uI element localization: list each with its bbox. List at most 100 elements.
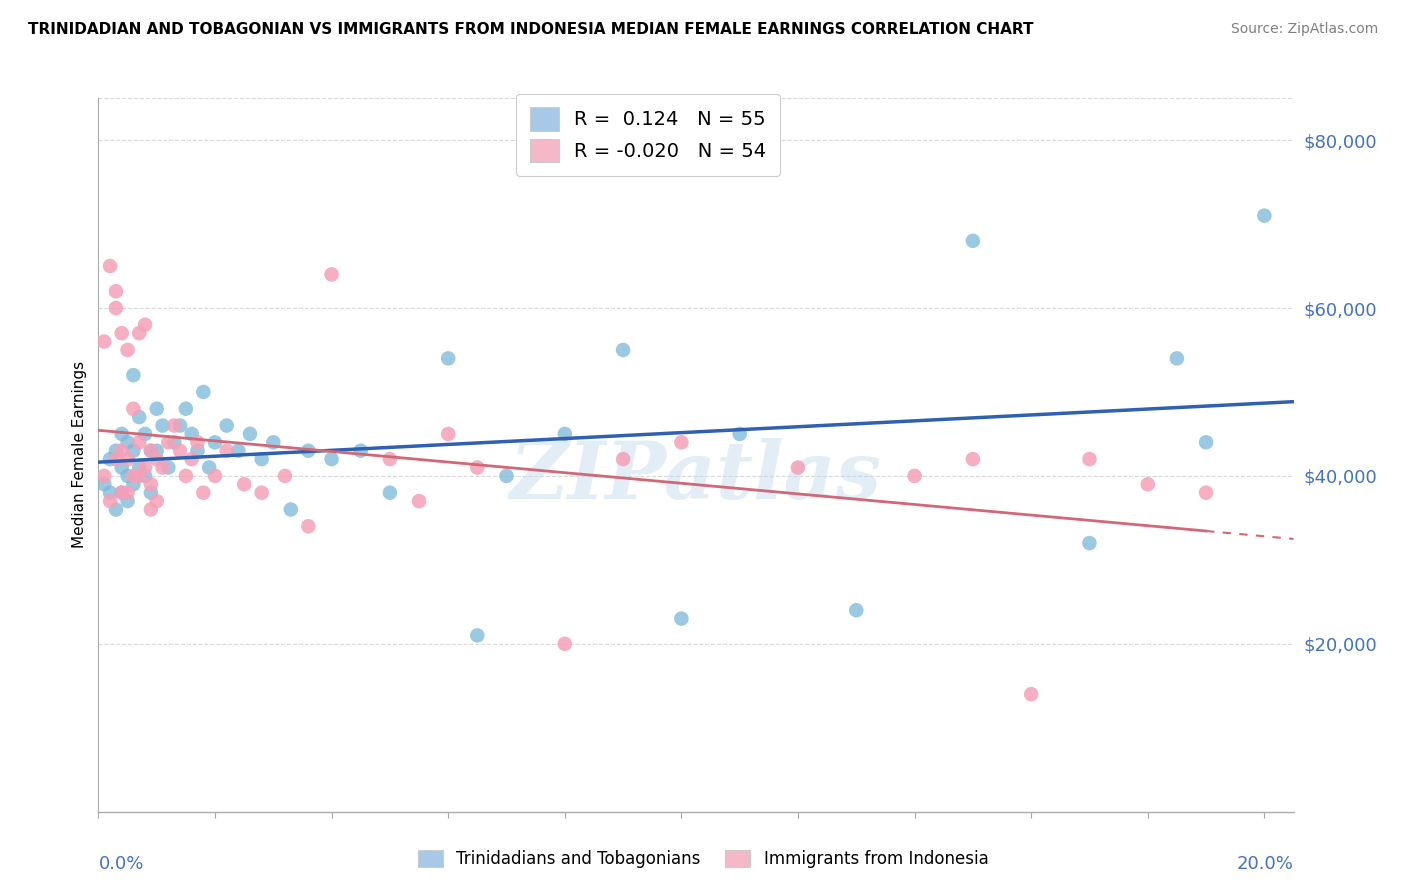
Point <box>128 326 150 341</box>
Point <box>671 612 693 626</box>
Point <box>1019 687 1042 701</box>
Point <box>145 443 167 458</box>
Y-axis label: Median Female Earnings: Median Female Earnings <box>72 361 87 549</box>
Point <box>163 435 186 450</box>
Point <box>122 443 145 458</box>
Text: 0.0%: 0.0% <box>98 855 143 872</box>
Point <box>378 485 401 500</box>
Point <box>122 469 145 483</box>
Point <box>122 477 145 491</box>
Point <box>198 460 221 475</box>
Point <box>262 435 284 450</box>
Point <box>104 443 127 458</box>
Point <box>612 452 634 467</box>
Point <box>157 435 180 450</box>
Point <box>297 519 319 533</box>
Point <box>193 384 215 399</box>
Point <box>145 401 167 416</box>
Point <box>495 469 517 483</box>
Point <box>728 426 751 441</box>
Point <box>139 502 162 516</box>
Point <box>104 301 127 315</box>
Point <box>117 485 139 500</box>
Point <box>467 628 489 642</box>
Point <box>186 443 208 458</box>
Point <box>128 435 150 450</box>
Point <box>280 502 302 516</box>
Point <box>1166 351 1188 366</box>
Legend: Trinidadians and Tobagonians, Immigrants from Indonesia: Trinidadians and Tobagonians, Immigrants… <box>411 843 995 875</box>
Point <box>134 318 156 332</box>
Point <box>612 343 634 357</box>
Point <box>128 460 150 475</box>
Point <box>104 284 127 298</box>
Point <box>250 452 273 467</box>
Point <box>163 418 186 433</box>
Point <box>1195 435 1218 450</box>
Point <box>128 410 150 425</box>
Point <box>321 268 343 282</box>
Point <box>297 443 319 458</box>
Point <box>437 426 460 441</box>
Point <box>193 485 215 500</box>
Point <box>903 469 925 483</box>
Point <box>93 469 115 483</box>
Point <box>1136 477 1159 491</box>
Point <box>180 452 202 467</box>
Point <box>98 485 121 500</box>
Point <box>139 443 162 458</box>
Legend: R =  0.124   N = 55, R = -0.020   N = 54: R = 0.124 N = 55, R = -0.020 N = 54 <box>516 94 780 176</box>
Text: ZIPatlas: ZIPatlas <box>510 438 882 515</box>
Point <box>104 452 127 467</box>
Point <box>145 494 167 508</box>
Point <box>169 443 191 458</box>
Point <box>104 502 127 516</box>
Point <box>1253 209 1275 223</box>
Point <box>157 460 180 475</box>
Point <box>122 401 145 416</box>
Point <box>111 460 134 475</box>
Point <box>111 426 134 441</box>
Point <box>437 351 460 366</box>
Point <box>174 401 197 416</box>
Point <box>787 460 810 475</box>
Point <box>233 477 256 491</box>
Point <box>117 469 139 483</box>
Point <box>467 460 489 475</box>
Point <box>215 418 238 433</box>
Point <box>139 443 162 458</box>
Point <box>250 485 273 500</box>
Point <box>321 452 343 467</box>
Text: Source: ZipAtlas.com: Source: ZipAtlas.com <box>1230 22 1378 37</box>
Point <box>134 469 156 483</box>
Point <box>98 494 121 508</box>
Point <box>134 460 156 475</box>
Point <box>93 334 115 349</box>
Point <box>98 259 121 273</box>
Point <box>1078 452 1101 467</box>
Point <box>139 485 162 500</box>
Point <box>378 452 401 467</box>
Point <box>186 435 208 450</box>
Point <box>111 326 134 341</box>
Point <box>134 426 156 441</box>
Point <box>1195 485 1218 500</box>
Point <box>408 494 430 508</box>
Point <box>962 234 984 248</box>
Point <box>228 443 250 458</box>
Point <box>111 443 134 458</box>
Point <box>117 452 139 467</box>
Point <box>204 469 226 483</box>
Point <box>152 460 174 475</box>
Point <box>139 477 162 491</box>
Point <box>122 368 145 383</box>
Point <box>111 485 134 500</box>
Point <box>1078 536 1101 550</box>
Point <box>145 452 167 467</box>
Text: 20.0%: 20.0% <box>1237 855 1294 872</box>
Point <box>152 418 174 433</box>
Point <box>239 426 262 441</box>
Point <box>117 343 139 357</box>
Point <box>93 477 115 491</box>
Point <box>169 418 191 433</box>
